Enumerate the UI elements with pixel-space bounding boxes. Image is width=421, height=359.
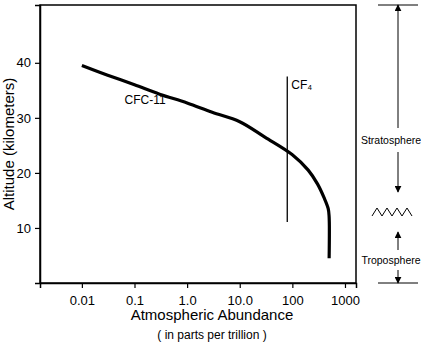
chart: 0.01 0.1 1.0 10.0 100 1000 10 20 30 40 Atmospheric… [0, 0, 421, 359]
x-tick-mark [82, 283, 83, 288]
x-tick-label: 1000 [331, 293, 360, 308]
x-tick-mark [240, 283, 241, 288]
x-axis-line [41, 284, 357, 289]
y-tick-label: 10 [17, 221, 31, 236]
x-tick-mark [134, 283, 135, 288]
series-line [287, 77, 288, 222]
x-tick: 1.0 [179, 283, 197, 308]
y-tick-mark [35, 63, 40, 64]
y-tick-mark [35, 228, 40, 229]
x-tick: 10.0 [228, 283, 253, 308]
series-label: CFC-11 [124, 93, 165, 107]
plot-marks [82, 66, 329, 259]
annotation: Troposphere [361, 254, 420, 266]
y-tick-mark [35, 173, 40, 174]
y-tick-label: 30 [17, 111, 31, 126]
x-axis-title: Atmospheric Abundance [131, 306, 294, 323]
y-axis-line [35, 6, 41, 284]
x-tick-mark [187, 283, 188, 288]
series-labels: CFC-11 CF₄ [124, 78, 312, 107]
y-tick-label: 40 [17, 55, 31, 70]
boundary-bar [378, 283, 418, 284]
x-tick: 100 [282, 283, 304, 308]
series-line [82, 66, 329, 259]
y-tick: 30 [17, 111, 40, 126]
x-tick-mark [292, 283, 293, 288]
y-tick-label: 20 [17, 166, 31, 181]
arrow-line [398, 5, 399, 128]
tropopause-zigzag [372, 208, 412, 216]
arrow-line [398, 232, 399, 250]
x-tick-label: 0.01 [70, 293, 95, 308]
arrow-line [398, 152, 399, 192]
plot-frame [40, 5, 356, 283]
x-axis-title: ( in parts per trillion ) [157, 328, 266, 342]
annotation: Stratosphere [361, 134, 421, 146]
y-tick: 40 [17, 55, 40, 70]
y-tick: 10 [17, 221, 40, 236]
layer-annotations: Stratosphere Troposphere [361, 5, 421, 283]
y-tick-mark [35, 118, 40, 119]
x-tick: 1000 [331, 283, 360, 308]
y-axis-title: Altitude (kilometers) [0, 78, 17, 211]
arrow-line [398, 270, 399, 283]
x-tick: 0.01 [70, 283, 95, 308]
y-axis: 10 20 30 40 [17, 6, 41, 284]
x-tick: 0.1 [126, 283, 144, 308]
x-tick-mark [345, 283, 346, 288]
y-tick: 20 [17, 166, 40, 181]
x-axis: 0.01 0.1 1.0 10.0 100 1000 [41, 283, 360, 308]
series-label: CF₄ [291, 78, 312, 92]
